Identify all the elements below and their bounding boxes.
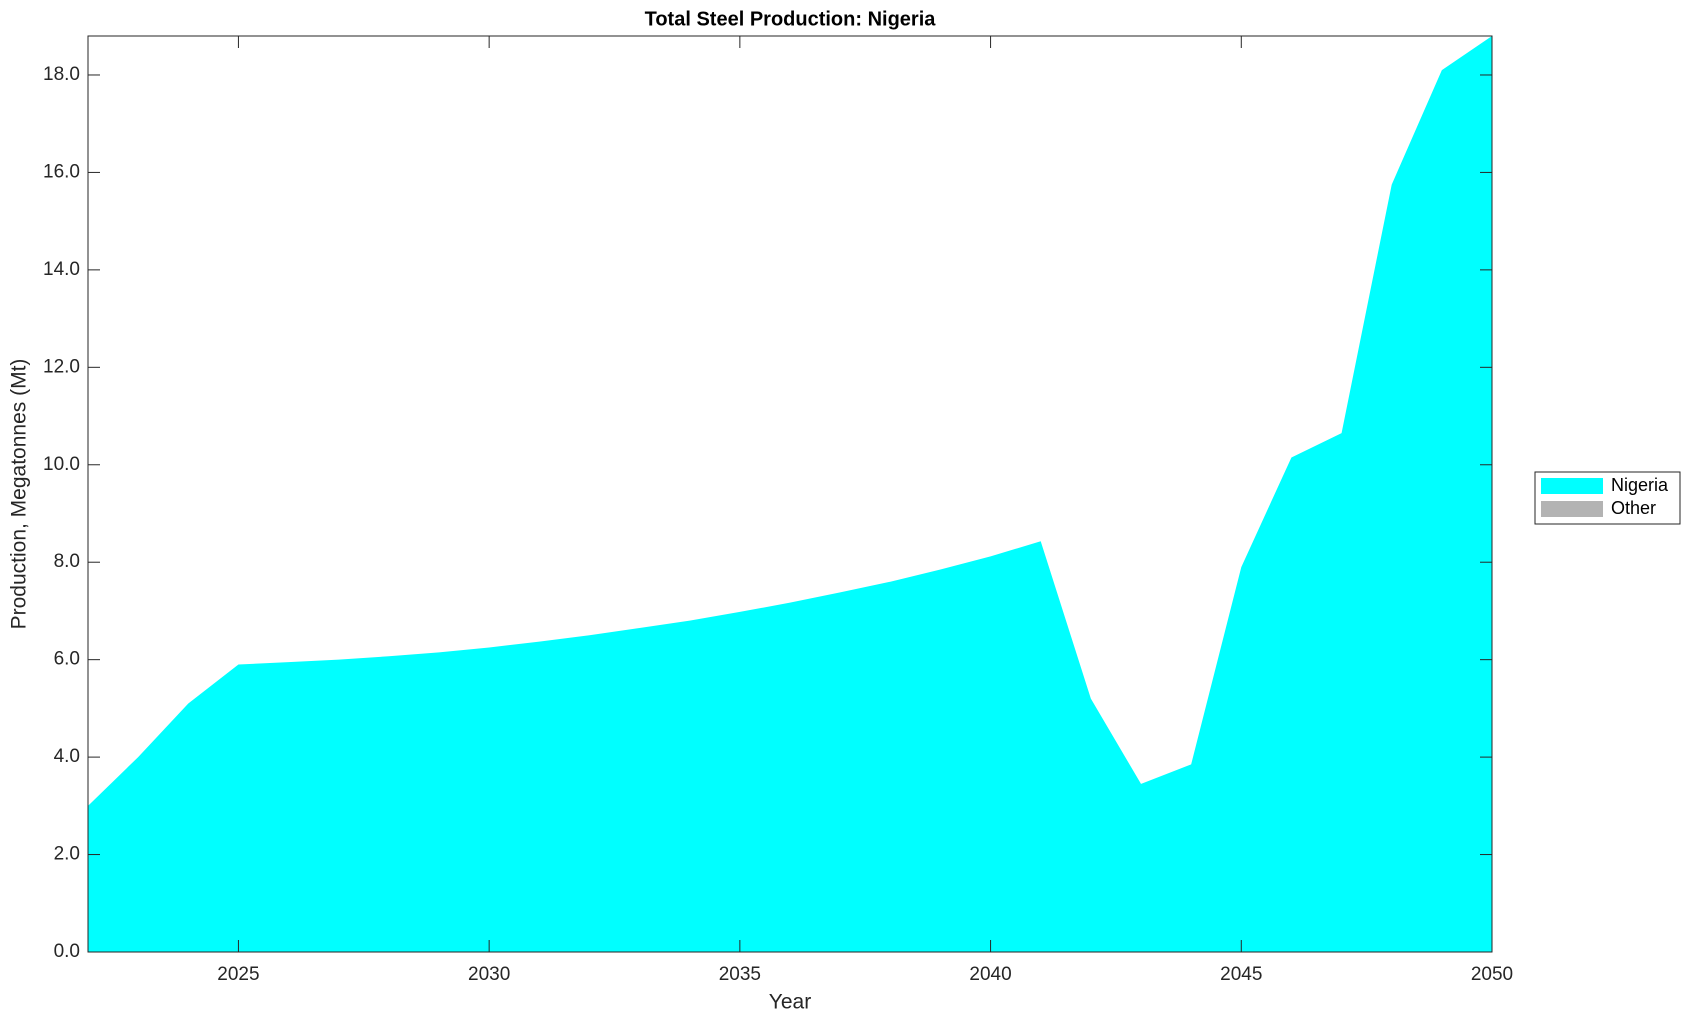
- y-tick-label: 6.0: [54, 649, 80, 670]
- x-tick-label: 2050: [1471, 964, 1513, 985]
- y-tick-label: 4.0: [54, 746, 80, 767]
- y-tick-label: 18.0: [43, 64, 80, 85]
- x-tick-label: 2030: [468, 964, 510, 985]
- y-tick-label: 14.0: [43, 259, 80, 280]
- y-axis-label: Production, Megatonnes (Mt): [8, 359, 31, 630]
- area: [88, 36, 1492, 952]
- y-tick-label: 16.0: [43, 161, 80, 182]
- x-axis-label: Year: [769, 991, 811, 1014]
- x-tick-label: 2025: [217, 964, 259, 985]
- chart-title: Total Steel Production: Nigeria: [645, 8, 937, 30]
- legend: Nigeria Other: [1534, 471, 1681, 525]
- x-tick-label: 2045: [1220, 964, 1262, 985]
- legend-swatch: [1541, 501, 1603, 517]
- y-tick-label: 8.0: [54, 551, 80, 572]
- y-tick-label: 12.0: [43, 356, 80, 377]
- legend-label: Other: [1611, 498, 1656, 518]
- plot-frame: [87, 35, 1493, 953]
- x-tick-label: 2040: [969, 964, 1011, 985]
- legend-label: Nigeria: [1611, 475, 1669, 495]
- y-tick-label: 10.0: [43, 454, 80, 475]
- legend-swatch: [1541, 478, 1603, 494]
- x-tick-label: 2035: [719, 964, 761, 985]
- y-tick-label: 0.0: [54, 941, 80, 962]
- y-tick-label: 2.0: [54, 844, 80, 865]
